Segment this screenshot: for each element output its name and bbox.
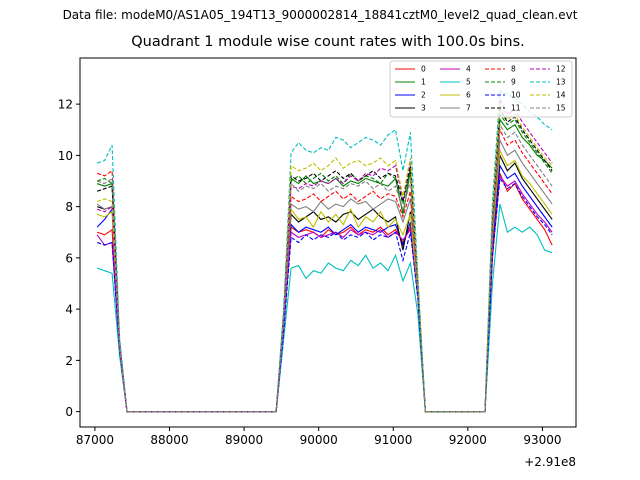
- x-offset-label: +2.91e8: [524, 455, 576, 469]
- series-line-7: [96, 137, 553, 413]
- y-tick-label: 10: [58, 149, 73, 163]
- series-line-1: [96, 117, 553, 413]
- legend-box: [389, 60, 573, 118]
- series-line-13: [96, 90, 553, 413]
- x-tick-label: 92000: [449, 433, 487, 447]
- x-tick-label: 91000: [374, 433, 412, 447]
- series-line-12: [96, 96, 553, 413]
- series-line-4: [96, 174, 553, 413]
- x-tick-label: 93000: [523, 433, 561, 447]
- series-line-15: [96, 122, 553, 413]
- chart-title: Quadrant 1 module wise count rates with …: [131, 34, 525, 50]
- x-tick-label: 89000: [225, 433, 263, 447]
- series-line-11: [96, 107, 553, 413]
- series-line-10: [96, 176, 553, 413]
- series-line-14: [96, 102, 553, 413]
- y-tick-label: 8: [65, 200, 73, 214]
- legend-label-5: 5: [466, 78, 471, 87]
- series-line-0: [96, 173, 553, 413]
- y-tick-label: 6: [65, 251, 73, 265]
- series-line-3: [96, 153, 553, 413]
- series-line-5: [96, 203, 553, 413]
- series-line-9: [96, 112, 553, 413]
- y-tick-label: 12: [58, 98, 73, 112]
- x-tick-label: 90000: [300, 433, 338, 447]
- legend-label-7: 7: [466, 104, 471, 113]
- legend-label-4: 4: [466, 65, 471, 74]
- legend-label-1: 1: [421, 78, 426, 87]
- legend-label-8: 8: [511, 65, 516, 74]
- x-tick-label: 87000: [76, 433, 114, 447]
- series-line-2: [96, 163, 553, 413]
- legend-label-14: 14: [556, 91, 566, 100]
- axes-frame: [79, 57, 577, 428]
- series-line-8: [96, 127, 553, 413]
- legend-label-9: 9: [511, 78, 516, 87]
- legend-label-0: 0: [421, 65, 426, 74]
- x-tick-label: 88000: [150, 433, 188, 447]
- legend-label-11: 11: [511, 104, 521, 113]
- y-tick-label: 2: [65, 354, 73, 368]
- legend-label-2: 2: [421, 91, 426, 100]
- y-tick-label: 0: [65, 405, 73, 419]
- legend-label-15: 15: [556, 104, 566, 113]
- legend-label-13: 13: [556, 78, 566, 87]
- legend-label-6: 6: [466, 91, 471, 100]
- data-file-suptitle: Data file: modeM0/AS1A05_194T13_90000028…: [62, 8, 578, 22]
- legend-label-10: 10: [511, 91, 521, 100]
- y-tick-label: 4: [65, 303, 73, 317]
- series-line-6: [96, 148, 553, 413]
- series-group: [96, 90, 553, 413]
- legend-label-3: 3: [421, 104, 426, 113]
- legend-label-12: 12: [556, 65, 566, 74]
